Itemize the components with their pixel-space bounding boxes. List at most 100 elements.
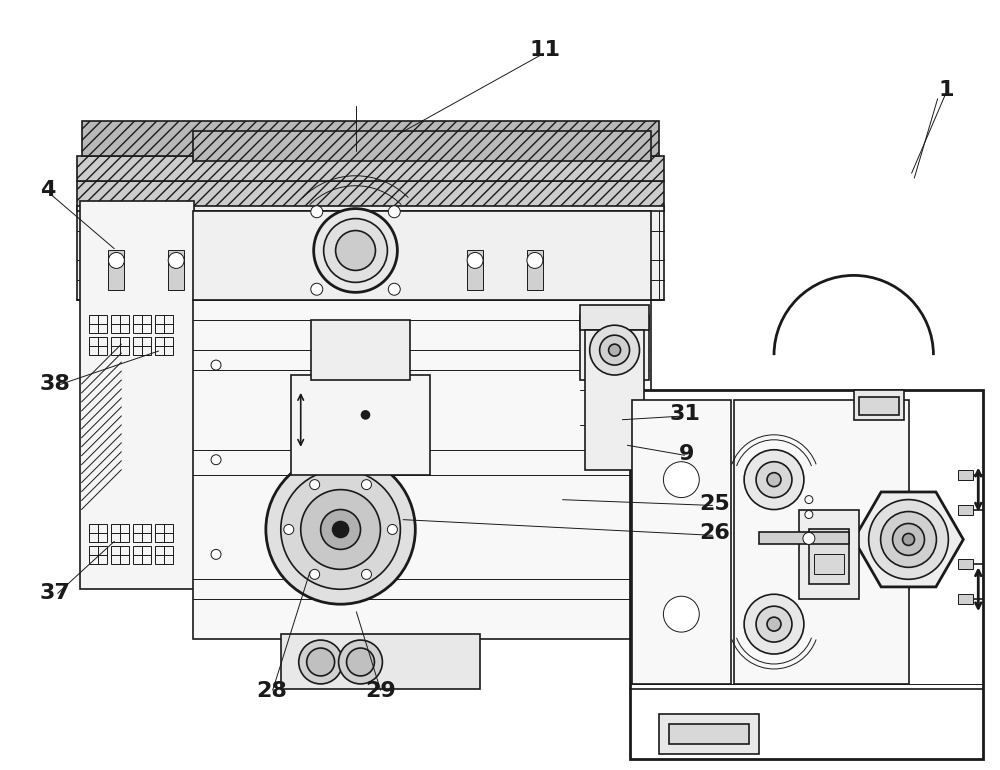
Circle shape (211, 455, 221, 465)
Bar (958, 504, 973, 514)
Circle shape (314, 209, 397, 293)
Circle shape (881, 511, 936, 567)
Circle shape (362, 411, 369, 419)
Circle shape (467, 253, 483, 269)
Circle shape (211, 550, 221, 559)
Bar (168, 250, 184, 290)
Circle shape (869, 500, 948, 579)
Circle shape (767, 473, 781, 487)
Bar (527, 250, 543, 290)
Text: 38: 38 (40, 374, 71, 394)
Bar (155, 524, 173, 542)
Bar (859, 397, 899, 415)
Circle shape (336, 230, 375, 270)
Bar (193, 300, 651, 639)
Bar (311, 320, 410, 380)
Circle shape (331, 380, 400, 450)
Text: 31: 31 (669, 404, 700, 424)
Text: 37: 37 (40, 583, 71, 603)
Circle shape (310, 569, 320, 579)
Circle shape (903, 534, 914, 545)
Text: 29: 29 (365, 681, 396, 701)
Circle shape (356, 405, 375, 425)
Circle shape (311, 206, 323, 218)
Bar (669, 724, 749, 744)
Bar (111, 524, 129, 542)
Circle shape (893, 524, 924, 555)
Circle shape (744, 594, 804, 654)
Circle shape (311, 283, 323, 295)
Bar (133, 547, 151, 564)
Circle shape (211, 360, 221, 370)
Circle shape (590, 325, 639, 375)
Text: 28: 28 (256, 681, 287, 701)
Bar (585, 330, 644, 470)
Bar (155, 315, 173, 333)
Circle shape (387, 524, 397, 534)
Bar (80, 201, 194, 589)
Text: 26: 26 (699, 524, 730, 544)
Circle shape (339, 640, 382, 684)
Circle shape (321, 510, 361, 550)
Bar (632, 400, 731, 684)
Bar (809, 530, 849, 584)
Bar (467, 250, 483, 290)
Bar (89, 547, 107, 564)
Bar (630, 390, 983, 758)
Circle shape (266, 455, 415, 604)
Bar (133, 315, 151, 333)
Bar (814, 554, 844, 574)
Bar (580, 305, 649, 330)
Circle shape (756, 462, 792, 497)
Bar (77, 156, 664, 181)
Bar (854, 390, 904, 420)
Bar (659, 714, 759, 754)
Text: 25: 25 (699, 494, 730, 514)
Circle shape (299, 640, 343, 684)
Circle shape (527, 253, 543, 269)
Circle shape (805, 511, 813, 518)
Bar (281, 634, 480, 689)
Circle shape (284, 524, 294, 534)
Circle shape (756, 606, 792, 642)
Circle shape (805, 496, 813, 504)
Text: 1: 1 (938, 80, 954, 100)
Text: 4: 4 (40, 179, 55, 199)
Circle shape (344, 393, 387, 437)
Circle shape (388, 206, 400, 218)
Bar (958, 470, 973, 480)
Circle shape (803, 533, 815, 544)
Bar (133, 524, 151, 542)
Bar (89, 337, 107, 355)
Circle shape (362, 480, 371, 490)
Bar (291, 375, 430, 474)
Circle shape (663, 596, 699, 632)
Bar (155, 337, 173, 355)
Bar (799, 510, 859, 599)
Circle shape (301, 490, 380, 569)
Circle shape (168, 253, 184, 269)
Bar (193, 131, 651, 161)
Bar (193, 211, 651, 300)
Circle shape (767, 618, 781, 631)
Text: 11: 11 (530, 40, 561, 60)
Circle shape (281, 470, 400, 589)
Text: 9: 9 (679, 444, 695, 464)
Bar (89, 524, 107, 542)
Bar (82, 121, 659, 156)
Circle shape (600, 335, 630, 365)
Polygon shape (854, 492, 963, 587)
Circle shape (362, 569, 371, 579)
Circle shape (307, 648, 335, 676)
Bar (133, 337, 151, 355)
Bar (958, 594, 973, 604)
Bar (111, 547, 129, 564)
Circle shape (324, 219, 387, 283)
Circle shape (609, 344, 621, 356)
Bar (77, 206, 664, 300)
Bar (111, 337, 129, 355)
Circle shape (347, 648, 374, 676)
Circle shape (108, 253, 124, 269)
Circle shape (388, 283, 400, 295)
Bar (958, 559, 973, 569)
